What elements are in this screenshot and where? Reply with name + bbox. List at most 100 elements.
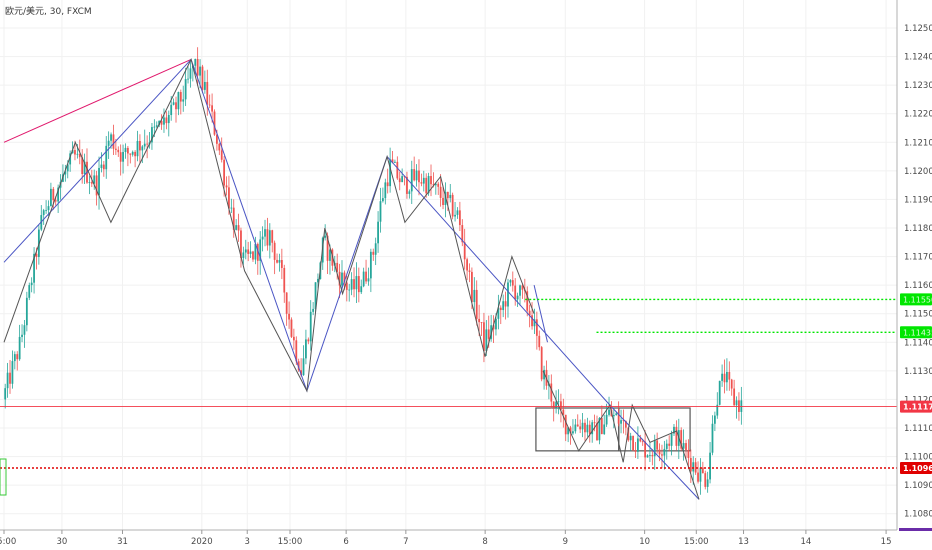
candle [408,189,411,199]
candle [673,423,675,437]
candle-body [658,449,661,455]
price-tick-label: 1.11800 [904,224,932,234]
candle-body [360,286,363,293]
candle [535,311,538,350]
candle-body [232,207,235,230]
candle [264,219,266,247]
candle-body [721,373,723,381]
candle-body [502,301,505,311]
candle [199,59,201,89]
candle-body [564,414,567,435]
candle [350,272,353,296]
candle-body [600,418,603,435]
candle-body [634,450,637,452]
candle [685,439,687,460]
candle-body [738,400,740,412]
price-tick-label: 1.10800 [904,510,932,520]
candle-body [492,325,495,330]
time-axis[interactable]: 15:00 30 31 2020 3 15:00 6 7 8 9 10 15:00 13 14 15 [0,530,892,547]
candle [632,435,634,452]
candle-body [343,272,346,283]
candle [218,142,221,156]
candle-body [314,282,317,309]
candle-body [45,210,47,211]
candle-body [172,102,175,105]
candle-body [196,58,199,76]
candle [256,242,259,275]
candle-body [550,383,553,402]
candle-body [355,276,358,290]
candle-body [406,176,408,194]
candle-body [685,443,687,450]
candle [16,351,19,371]
candle [100,152,103,173]
candle [596,415,598,441]
candle-body [136,140,139,157]
zigzag-line [3,58,192,143]
candle [502,294,505,318]
candle [434,182,437,195]
candle-body [292,336,295,341]
price-tag-bg [900,462,932,474]
time-tick-label: 6 [343,537,348,547]
candle [432,172,435,188]
candle-body [105,145,108,170]
candle [463,228,466,270]
candle-body [6,372,9,389]
candle [656,432,659,454]
candle [519,284,521,306]
candle [237,213,240,242]
candle [240,227,242,268]
candle [28,282,31,301]
candle [661,444,663,469]
symbol-title: 欧元/美元, 30, FXCM [5,5,92,17]
candle-body [511,280,514,286]
candle [634,442,637,458]
candle-body [560,401,562,410]
candle [83,153,86,184]
candle-body [475,289,478,319]
candle [644,430,647,471]
candle [309,300,312,351]
candle [555,390,558,414]
candle [18,324,21,361]
candle [682,429,685,461]
candle-body [668,443,671,446]
candle-body [50,188,52,207]
candle-body [603,424,606,435]
candle-body [28,285,31,298]
price-tick-label: 1.12000 [904,167,932,177]
candle [25,291,28,332]
candle [292,328,295,350]
candle [552,401,555,422]
candle [439,174,442,207]
candle-body [151,127,153,143]
candle [95,170,98,206]
candle-body [170,104,173,116]
candle-body [615,413,618,416]
price-axis[interactable]: 1.12500 1.12400 1.12300 1.12200 1.12100 1.120… [904,24,932,520]
candle [369,248,372,293]
candle [668,435,671,452]
candle-body [93,175,96,184]
candle-body [297,361,300,371]
candle-body [706,479,709,487]
candle [458,201,461,232]
candle-body [639,438,642,442]
candle [718,380,721,406]
candle-body [114,148,117,150]
candle [163,108,165,133]
candle [605,403,608,427]
candle-body [317,278,319,283]
candle-body [199,66,201,76]
candle-body [230,207,233,209]
candle-body [381,198,384,202]
candle [639,434,642,443]
candle [105,136,108,179]
candle-body [374,243,377,255]
candle-body [25,297,28,326]
candle [721,364,723,387]
candle-body [608,409,610,415]
candle-body [153,126,156,128]
